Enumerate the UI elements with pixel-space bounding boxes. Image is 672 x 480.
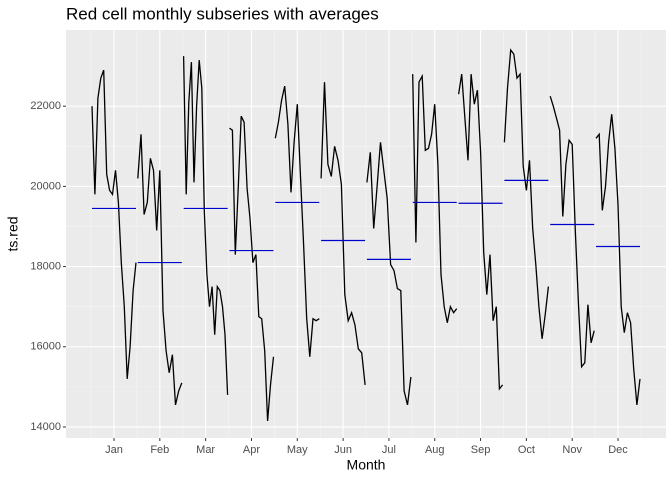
y-axis-label: ts.red (5, 216, 21, 251)
x-tick-label: Aug (425, 444, 445, 456)
subseries-line (274, 85, 320, 357)
x-tick-label: Jan (105, 444, 123, 456)
y-tick-label: 22000 (30, 100, 61, 112)
chart-title: Red cell monthly subseries with averages (66, 4, 379, 23)
x-tick-label: Mar (196, 444, 215, 456)
x-tick-label: Feb (150, 444, 169, 456)
x-tick-label: Apr (243, 444, 260, 456)
subseries-line (366, 142, 412, 406)
y-tick-label: 16000 (30, 341, 61, 353)
subseries-line (412, 73, 458, 323)
y-tick-label: 18000 (30, 260, 61, 272)
x-tick-label: Jul (382, 444, 396, 456)
subseries-line (137, 134, 183, 406)
subseries-line (457, 74, 504, 391)
x-tick-label: Oct (518, 444, 535, 456)
x-axis-label: Month (347, 457, 386, 473)
subseries-line (229, 115, 275, 422)
x-tick-label: Dec (608, 444, 628, 456)
x-tick-label: Nov (562, 444, 582, 456)
subseries-line (503, 48, 550, 339)
subseries-line (595, 114, 641, 405)
subseries-line (320, 82, 366, 385)
subseries-line (549, 96, 595, 369)
y-tick-label: 20000 (30, 180, 61, 192)
subseries-line (91, 69, 137, 379)
y-tick-label: 14000 (30, 421, 61, 433)
x-tick-label: Jun (334, 444, 352, 456)
x-tick-label: May (287, 444, 308, 456)
subseries-line (182, 56, 229, 395)
x-tick-label: Sep (471, 444, 491, 456)
